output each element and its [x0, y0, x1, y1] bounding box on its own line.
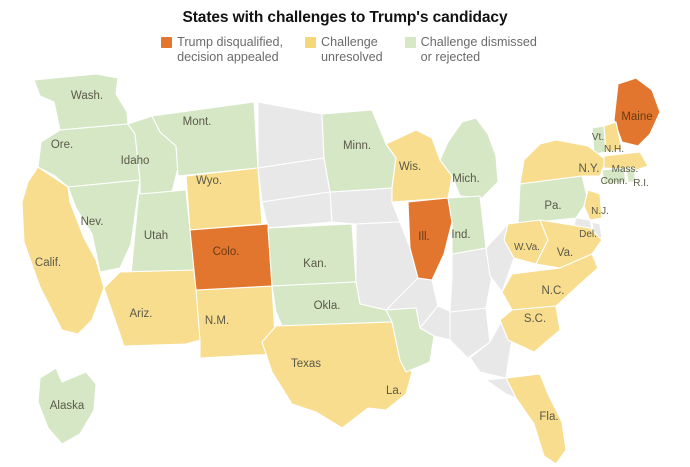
page-title: States with challenges to Trump's candid… — [182, 9, 508, 26]
map-svg: Wash. Ore. Idaho Mont. Wyo. Nev. Utah Calif. Ari… — [21, 73, 661, 465]
state-shape[interactable]: Mont. — [151, 101, 259, 177]
state-label: Fla. — [539, 411, 558, 423]
state-label: Mich. — [452, 173, 479, 185]
state-label: Idaho — [121, 155, 150, 167]
state-label: Calif. — [35, 257, 61, 269]
state-label: S.C. — [524, 313, 546, 325]
state-shape-unlabeled — [329, 187, 401, 225]
state-label: Wyo. — [196, 175, 222, 187]
state-label: N.M. — [205, 315, 229, 327]
state-label: Ariz. — [130, 308, 153, 320]
state-label: Colo. — [213, 246, 240, 258]
state-label: Utah — [144, 230, 168, 242]
state-label: N.Y. — [579, 163, 600, 175]
legend-swatch-dismissed — [404, 37, 416, 48]
state-shape[interactable]: Wash. — [33, 73, 129, 131]
state-label: Minn. — [343, 140, 371, 152]
state-label: N.C. — [542, 285, 565, 297]
state-label: Mass. — [612, 164, 639, 175]
state-shape[interactable]: Conn. — [601, 167, 627, 185]
state-shape[interactable]: Mass. — [603, 151, 649, 171]
state-label: Ind. — [451, 229, 470, 241]
state-shape[interactable]: Calif. — [21, 166, 105, 335]
state-label: N.H. — [604, 144, 624, 155]
state-shape[interactable]: Ind. — [447, 195, 487, 255]
state-label: La. — [386, 385, 402, 397]
legend-item-unresolved: Challenge unresolved — [305, 35, 383, 64]
state-label: Conn. — [601, 176, 628, 187]
state-shape[interactable]: Utah — [130, 179, 197, 275]
state-shape[interactable]: N.C. — [501, 253, 599, 311]
state-shape[interactable]: Texas — [261, 321, 413, 429]
legend-swatch-unresolved — [305, 37, 317, 48]
state-shape[interactable]: Kan. — [267, 223, 357, 287]
state-shape[interactable]: Pa. — [517, 175, 589, 225]
state-labels-layer: Wash. Ore. Idaho Mont. Wyo. Nev. Utah Calif. Ari… — [35, 90, 653, 423]
state-shape[interactable]: Mich. — [439, 117, 499, 199]
state-label: Del. — [579, 229, 597, 240]
legend-item-dismissed: Challenge dismissed or rejected — [404, 35, 537, 64]
legend-item-disqualified: Trump disqualified, decision appealed — [161, 35, 283, 64]
us-choropleth-map: Wash. Ore. Idaho Mont. Wyo. Nev. Utah Calif. Ari… — [0, 72, 690, 467]
legend-label-unresolved: Challenge unresolved — [321, 35, 383, 64]
state-label: Mont. — [183, 116, 212, 128]
state-shape[interactable]: Fla. — [505, 373, 567, 465]
state-label: Va. — [557, 247, 573, 259]
state-label: Kan. — [303, 258, 327, 270]
state-label: Pa. — [544, 200, 561, 212]
state-label: Wash. — [71, 90, 103, 102]
state-shape[interactable]: Wis. — [385, 129, 453, 203]
state-label: N.J. — [591, 206, 609, 217]
state-shape[interactable]: S.C. — [499, 305, 561, 353]
state-shape[interactable]: R.I. — [625, 167, 637, 183]
legend-label-disqualified: Trump disqualified, decision appealed — [177, 35, 284, 64]
state-shape[interactable]: N.H. — [603, 121, 623, 153]
state-shape[interactable]: N.J. — [583, 189, 603, 221]
state-label: Ill. — [418, 231, 430, 243]
state-label: W.Va. — [514, 242, 540, 253]
state-label: Wis. — [399, 161, 421, 173]
state-label: Ore. — [51, 139, 73, 151]
state-label: Nev. — [81, 216, 104, 228]
state-label: R.I. — [633, 178, 649, 189]
state-shape-unlabeled — [257, 101, 325, 169]
state-label: Alaska — [50, 400, 85, 412]
state-label: Vt. — [592, 132, 604, 143]
state-label: Okla. — [314, 300, 341, 312]
legend: Trump disqualified, decision appealed Ch… — [0, 35, 690, 64]
state-shape[interactable]: Alaska — [37, 367, 97, 445]
state-shape-unlabeled — [449, 247, 493, 313]
state-shape[interactable]: La. — [385, 307, 435, 373]
legend-swatch-disqualified — [161, 37, 173, 48]
state-label: Texas — [291, 358, 321, 370]
legend-label-dismissed: Challenge dismissed or rejected — [420, 35, 537, 64]
state-label: Maine — [621, 111, 652, 123]
state-shapes-layer: Wash. Ore. Idaho Mont. Wyo. Nev. Utah Calif. Ari… — [21, 73, 661, 465]
